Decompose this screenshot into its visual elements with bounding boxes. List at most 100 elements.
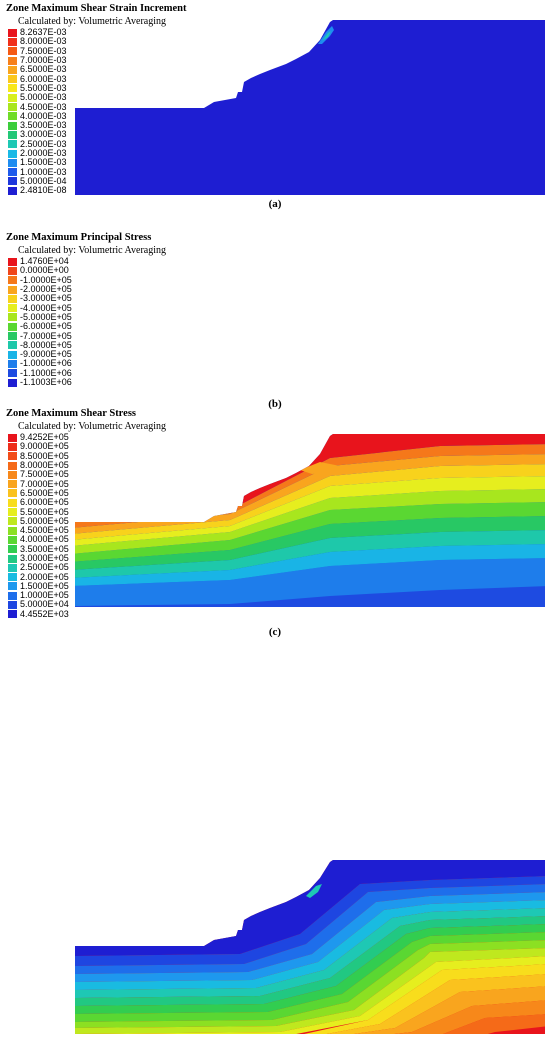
legend-entry: 7.5000E+05 [8, 470, 69, 479]
legend-swatch [8, 140, 17, 149]
legend-swatch [8, 177, 17, 186]
legend-label: 1.5000E-03 [20, 157, 67, 168]
legend-label: 9.0000E+05 [20, 441, 69, 452]
legend-swatch [8, 65, 17, 74]
legend-entry: 5.5000E+05 [8, 506, 69, 517]
legend-swatch [8, 149, 17, 158]
legend-label: 5.0000E+04 [20, 599, 69, 610]
legend-label: 5.5000E-03 [20, 82, 67, 93]
legend-entry: 6.0000E-03 [8, 73, 67, 84]
legend-entry: 0.0000E+00 [8, 266, 72, 275]
legend-swatch [8, 591, 17, 600]
legend-label: 3.5000E-03 [20, 120, 67, 131]
legend-swatch [8, 480, 17, 489]
legend-label: -6.0000E+05 [20, 321, 72, 332]
legend-entry: 9.0000E+05 [8, 442, 69, 451]
legend-entry: 3.5000E+05 [8, 544, 69, 554]
legend-label: 8.5000E+05 [20, 450, 69, 461]
legend-swatch [8, 112, 17, 121]
contour-plot-principal-stress [75, 434, 545, 607]
legend-swatch [8, 433, 17, 442]
legend-entry: -9.0000E+05 [8, 350, 72, 359]
legend-swatch [8, 304, 17, 313]
legend-label: 7.5000E-03 [20, 45, 67, 56]
color-legend: 1.4760E+04 0.0000E+00 -1.0000E+05 -2.0000E+… [8, 257, 72, 387]
legend-entry: 1.0000E+05 [8, 591, 69, 600]
legend-entry: -4.0000E+05 [8, 302, 72, 313]
legend-swatch [8, 508, 17, 517]
legend-swatch [8, 350, 17, 359]
legend-label: 7.0000E-03 [20, 55, 67, 66]
panel-title: Zone Maximum Principal Stress [6, 232, 152, 243]
stress-bands [75, 860, 545, 1034]
legend-label: 6.0000E+05 [20, 497, 69, 508]
legend-entry: -6.0000E+05 [8, 322, 72, 331]
legend-swatch [8, 294, 17, 303]
legend-entry: 3.0000E+05 [8, 554, 69, 563]
legend-label: 4.5000E+05 [20, 525, 69, 536]
legend-label: 2.4810E-08 [20, 185, 67, 196]
legend-label: 4.0000E+05 [20, 534, 69, 545]
legend-entry: -1.0000E+06 [8, 359, 72, 368]
legend-swatch [8, 535, 17, 544]
legend-swatch [8, 93, 17, 102]
legend-entry: -1.1003E+06 [8, 378, 72, 387]
legend-label: -1.0000E+05 [20, 274, 72, 285]
legend-label: 1.4760E+04 [20, 256, 69, 267]
legend-label: 6.5000E+05 [20, 487, 69, 498]
legend-swatch [8, 313, 17, 322]
panel-subtitle: Calculated by: Volumetric Averaging [18, 245, 167, 256]
legend-swatch [8, 526, 17, 535]
legend-entry: 7.5000E-03 [8, 45, 67, 56]
legend-label: 1.0000E-03 [20, 166, 67, 177]
legend-swatch [8, 498, 17, 507]
legend-swatch [8, 359, 17, 368]
legend-entry: 4.5000E-03 [8, 102, 67, 112]
legend-label: -4.0000E+05 [20, 302, 72, 313]
legend-swatch [8, 37, 17, 46]
strain-concentration-core [322, 31, 331, 41]
legend-entry: 5.0000E+04 [8, 600, 69, 609]
legend-swatch [8, 186, 17, 195]
legend-swatch [8, 452, 17, 461]
legend-label: 3.0000E+05 [20, 553, 69, 563]
legend-label: -2.0000E+05 [20, 284, 72, 295]
legend-entry: 4.0000E-03 [8, 110, 67, 121]
panel-c: Zone Maximum Shear Stress Calculated by:… [0, 408, 550, 1034]
legend-entry: 2.4810E-08 [8, 186, 67, 195]
legend-label: 1.5000E+05 [20, 580, 69, 591]
legend-label: 2.5000E-03 [20, 138, 67, 149]
legend-entry: 1.5000E+05 [8, 580, 69, 591]
legend-label: -5.0000E+05 [20, 311, 72, 322]
legend-swatch [8, 563, 17, 572]
legend-entry: 5.5000E-03 [8, 82, 67, 93]
legend-label: 4.0000E-03 [20, 110, 67, 121]
legend-swatch [8, 369, 17, 378]
legend-entry: 4.0000E+05 [8, 535, 69, 544]
legend-entry: 1.5000E-03 [8, 158, 67, 167]
legend-entry: 9.4252E+05 [8, 433, 69, 442]
legend-swatch [8, 517, 17, 526]
color-legend: 9.4252E+05 9.0000E+05 8.5000E+05 8.0000E+05… [8, 433, 69, 619]
contour-plot-shear-stress [75, 860, 545, 1034]
legend-entry: 8.0000E-03 [8, 37, 67, 46]
panel-caption: (a) [268, 198, 282, 210]
legend-entry: -7.0000E+05 [8, 331, 72, 341]
legend-label: -3.0000E+05 [20, 293, 72, 304]
legend-label: 5.5000E+05 [20, 506, 69, 517]
color-legend: 8.2637E-03 8.0000E-03 7.5000E-03 7.0000E-03… [8, 28, 67, 195]
legend-entry: 1.0000E-03 [8, 166, 67, 177]
panel-title: Zone Maximum Shear Strain Increment [6, 3, 187, 14]
legend-swatch [8, 47, 17, 56]
legend-swatch [8, 285, 17, 294]
legend-label: 5.0000E-04 [20, 175, 67, 186]
legend-entry: 5.0000E-03 [8, 93, 67, 102]
legend-swatch [8, 322, 17, 331]
legend-label: 2.0000E-03 [20, 148, 67, 158]
legend-entry: 5.0000E+05 [8, 516, 69, 526]
legend-swatch [8, 84, 17, 93]
legend-entry: 6.5000E+05 [8, 487, 69, 498]
legend-label: 6.0000E-03 [20, 73, 67, 84]
legend-swatch [8, 461, 17, 470]
panel-b: Zone Maximum Principal Stress Calculated… [0, 214, 550, 607]
